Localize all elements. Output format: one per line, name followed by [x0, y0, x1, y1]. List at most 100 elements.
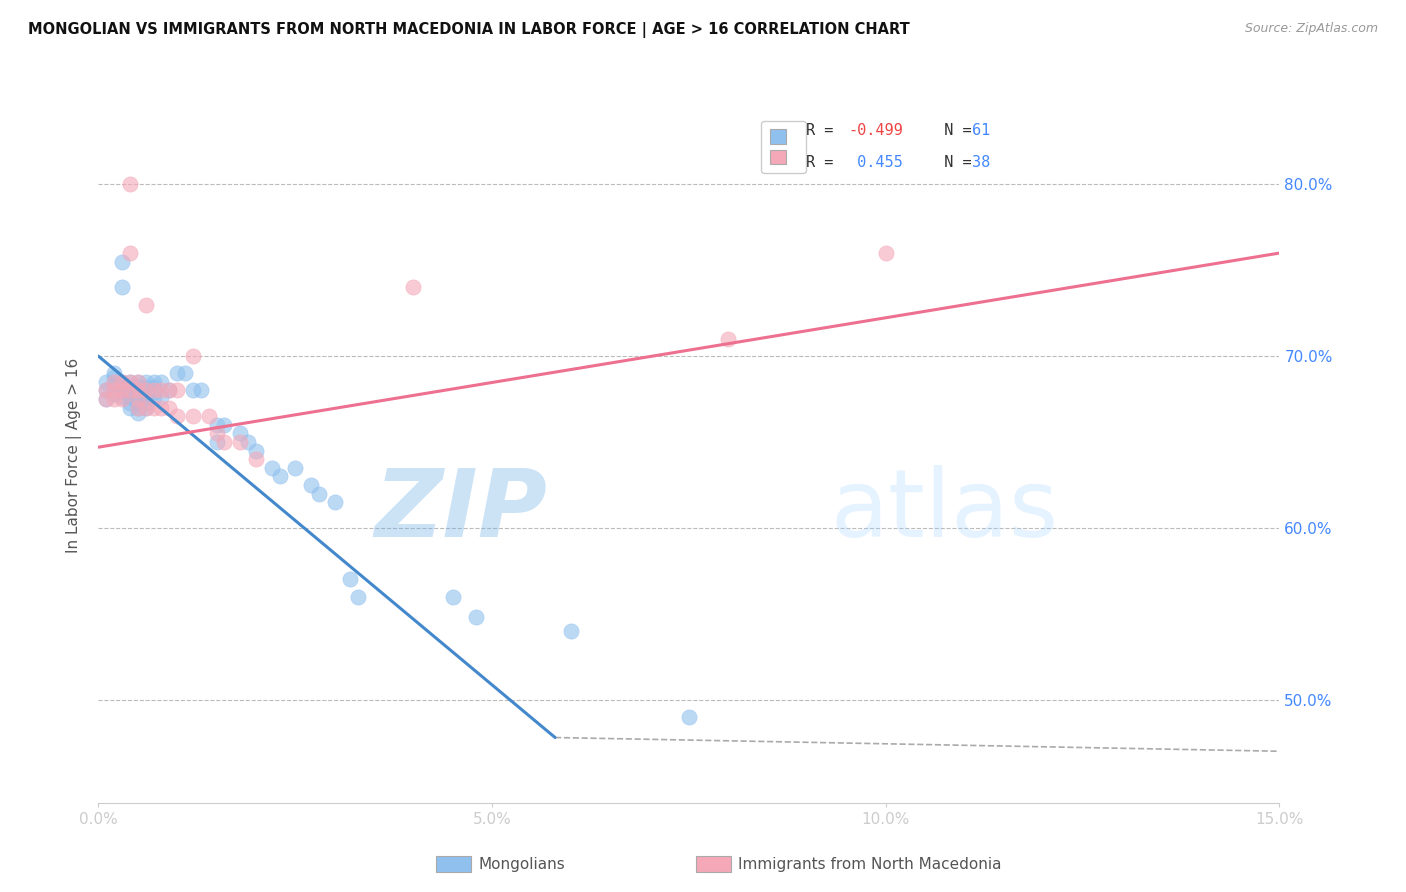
Text: N =: N = [925, 123, 980, 138]
Text: R =: R = [806, 155, 842, 170]
Point [166, 409, 188, 424]
Point [118, 178, 141, 192]
Point [205, 426, 228, 441]
Point [339, 573, 361, 587]
Point [229, 435, 252, 450]
Point [229, 426, 252, 441]
Point [103, 392, 125, 406]
Point [197, 409, 219, 424]
Point [157, 401, 180, 415]
Text: 38: 38 [972, 155, 990, 170]
Point [157, 384, 180, 398]
Point [118, 395, 141, 409]
Point [118, 390, 141, 404]
Point [96, 384, 118, 398]
Point [127, 384, 149, 398]
Point [260, 460, 283, 475]
Point [308, 486, 330, 500]
Point [142, 380, 165, 394]
Y-axis label: In Labor Force | Age > 16: In Labor Force | Age > 16 [66, 358, 83, 552]
Point [118, 380, 141, 394]
Point [269, 469, 291, 483]
Text: 0.455: 0.455 [848, 155, 903, 170]
Point [142, 401, 165, 415]
Point [127, 385, 149, 400]
Point [142, 385, 165, 400]
Point [402, 280, 425, 294]
Point [118, 246, 141, 260]
Point [181, 409, 204, 424]
Point [103, 369, 125, 384]
Text: ZIP: ZIP [374, 465, 547, 557]
Point [717, 332, 740, 346]
Point [135, 375, 157, 389]
Point [157, 384, 180, 398]
Point [150, 390, 173, 404]
Point [135, 380, 157, 394]
Point [111, 385, 134, 400]
Point [441, 590, 464, 604]
Point [127, 375, 149, 389]
Point [214, 435, 236, 450]
Point [96, 375, 118, 389]
Point [111, 390, 134, 404]
Text: 61: 61 [972, 123, 990, 138]
Point [323, 495, 346, 509]
Point [96, 392, 118, 406]
Text: Source: ZipAtlas.com: Source: ZipAtlas.com [1244, 22, 1378, 36]
Point [111, 380, 134, 394]
Point [245, 452, 267, 467]
Point [127, 406, 149, 420]
Point [135, 401, 157, 415]
Point [142, 390, 165, 404]
Text: MONGOLIAN VS IMMIGRANTS FROM NORTH MACEDONIA IN LABOR FORCE | AGE > 16 CORRELATI: MONGOLIAN VS IMMIGRANTS FROM NORTH MACED… [28, 22, 910, 38]
Point [103, 367, 125, 381]
Point [127, 380, 149, 394]
Point [118, 385, 141, 400]
Point [127, 390, 149, 404]
Point [205, 435, 228, 450]
Point [127, 395, 149, 409]
Point [111, 392, 134, 406]
Legend: , : , [761, 121, 806, 173]
Point [103, 375, 125, 389]
Point [284, 460, 307, 475]
Point [299, 478, 322, 492]
Point [118, 401, 141, 415]
Text: -0.499: -0.499 [848, 123, 903, 138]
Point [181, 349, 204, 363]
Point [103, 384, 125, 398]
Point [214, 417, 236, 432]
Point [560, 624, 582, 638]
Point [150, 401, 173, 415]
Text: N =: N = [925, 155, 980, 170]
Point [181, 384, 204, 398]
Point [111, 384, 134, 398]
Point [465, 610, 488, 624]
Text: Mongolians: Mongolians [478, 857, 565, 871]
Point [678, 710, 700, 724]
Point [118, 375, 141, 389]
Point [174, 367, 197, 381]
Point [875, 246, 897, 260]
Point [245, 443, 267, 458]
Point [135, 385, 157, 400]
Point [96, 384, 118, 398]
Point [103, 378, 125, 392]
Point [150, 384, 173, 398]
Text: atlas: atlas [831, 465, 1059, 557]
Point [111, 375, 134, 389]
Text: R =: R = [806, 123, 842, 138]
Point [127, 401, 149, 415]
Point [135, 384, 157, 398]
Text: Immigrants from North Macedonia: Immigrants from North Macedonia [738, 857, 1001, 871]
Point [166, 367, 188, 381]
Point [135, 395, 157, 409]
Point [96, 392, 118, 406]
Point [142, 384, 165, 398]
Point [347, 590, 370, 604]
Point [127, 375, 149, 389]
Point [135, 390, 157, 404]
Point [135, 401, 157, 415]
Point [127, 392, 149, 406]
